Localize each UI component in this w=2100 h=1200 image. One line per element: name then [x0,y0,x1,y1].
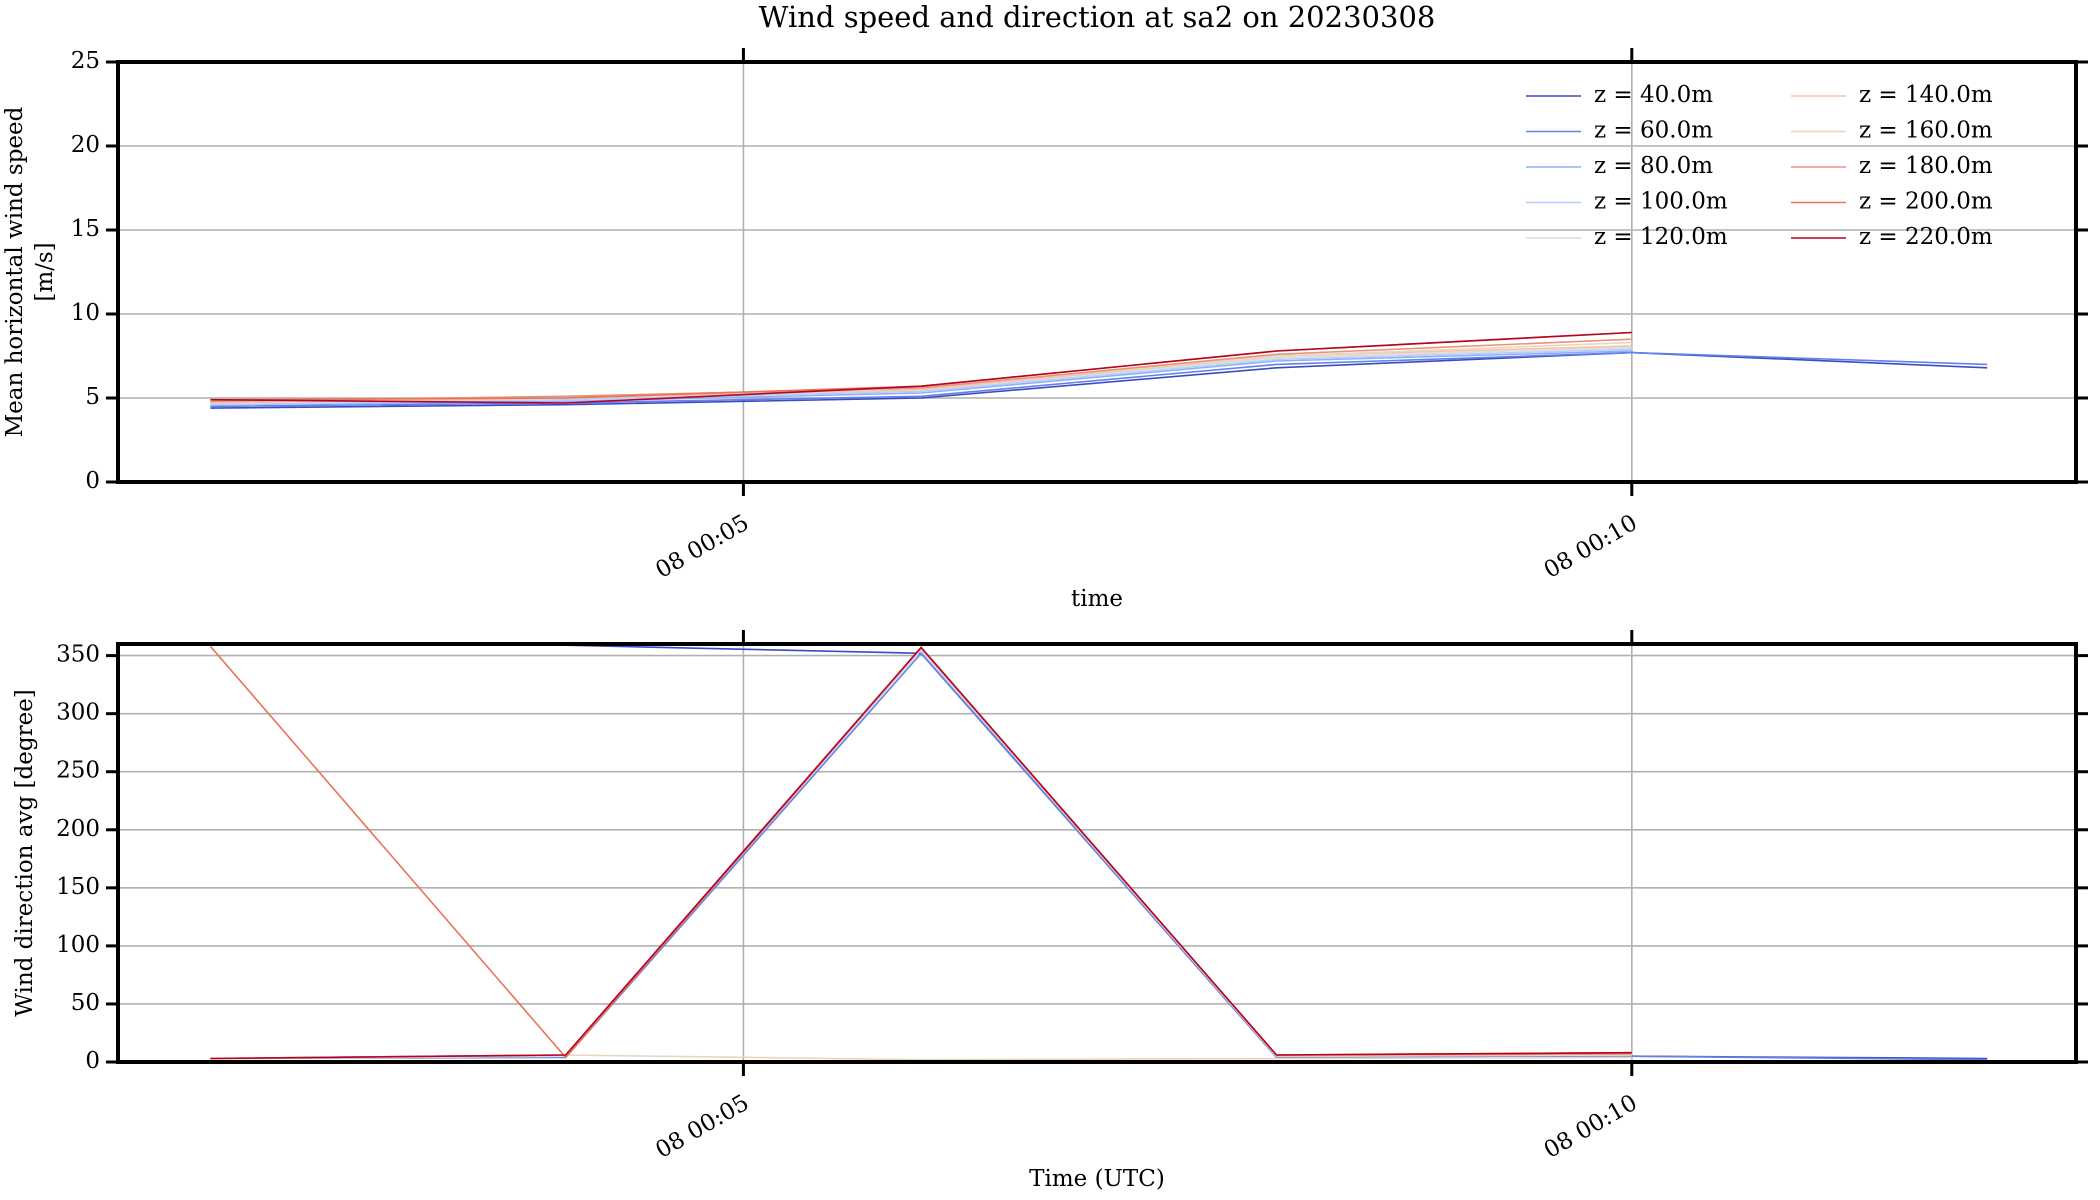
legend-label: z = 60.0m [1594,118,1713,144]
y-tick-label: 300 [56,700,100,726]
legend-label: z = 220.0m [1859,224,1993,250]
figure-title: Wind speed and direction at sa2 on 20230… [759,0,1436,34]
legend-label: z = 180.0m [1859,153,1993,179]
legend-label: z = 200.0m [1859,189,1993,215]
y-tick-label: 200 [56,816,100,842]
x-tick-label: 08 00:05 [651,510,753,584]
series-line [210,652,1988,1061]
series-line [210,648,1632,1060]
y-tick-label: 100 [56,932,100,958]
x-axis-label: time [1071,586,1123,612]
y-tick-label: 350 [56,642,100,668]
y-axis-label: Mean horizontal wind speed [2,106,28,437]
y-tick-label: 10 [71,300,100,326]
legend-label: z = 160.0m [1859,118,1993,144]
series-line [210,646,1632,1060]
series-line [210,351,1988,408]
series-line [210,648,1632,1060]
series-line [210,647,1632,1060]
y-tick-label: 25 [71,48,100,74]
series-line [210,345,1632,404]
x-tick-label: 08 00:10 [1540,510,1642,584]
y-tick-label: 0 [85,1048,100,1074]
legend-label: z = 140.0m [1859,82,1993,108]
y-tick-label: 150 [56,874,100,900]
x-tick-label: 08 00:10 [1540,1090,1642,1164]
y-tick-label: 15 [71,216,100,242]
y-tick-label: 0 [85,468,100,494]
y-tick-label: 20 [71,132,100,158]
y-tick-label: 5 [85,384,100,410]
legend-label: z = 120.0m [1594,224,1728,250]
series-line [210,331,1632,404]
y-axis-label: Wind direction avg [degree] [12,689,38,1017]
plot-frame [116,642,2078,1064]
x-axis-label: Time (UTC) [1029,1166,1165,1192]
series-line [210,647,1632,1060]
plot-frame [116,60,2078,484]
y-axis-label: [m/s] [32,242,58,301]
legend-label: z = 80.0m [1594,153,1713,179]
legend-label: z = 100.0m [1594,189,1728,215]
legend-label: z = 40.0m [1594,82,1713,108]
series-line [210,646,1632,1060]
y-tick-label: 250 [56,758,100,784]
series-line [209,645,1632,1059]
y-tick-label: 50 [71,990,100,1016]
x-tick-label: 08 00:05 [651,1090,753,1164]
